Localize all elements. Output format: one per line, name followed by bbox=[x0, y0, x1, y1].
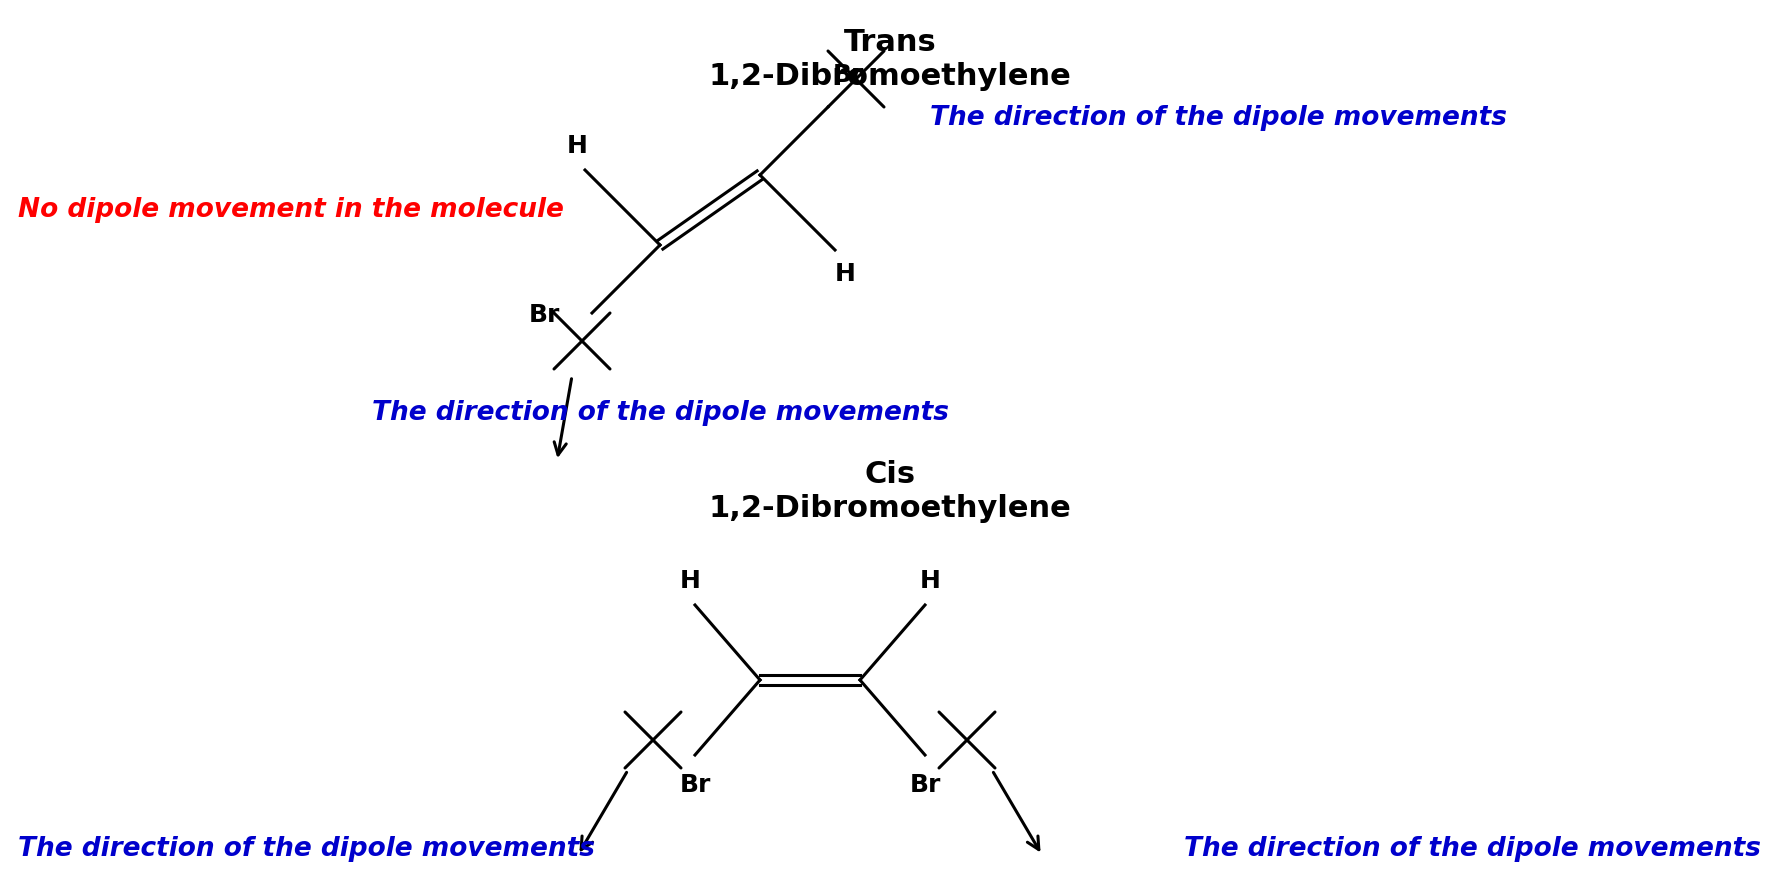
Text: The direction of the dipole movements: The direction of the dipole movements bbox=[18, 836, 594, 862]
Text: The direction of the dipole movements: The direction of the dipole movements bbox=[372, 400, 948, 426]
Text: Br: Br bbox=[680, 773, 710, 797]
Text: The direction of the dipole movements: The direction of the dipole movements bbox=[1185, 836, 1761, 862]
Text: H: H bbox=[920, 569, 941, 593]
Text: 1,2-Dibromoethylene: 1,2-Dibromoethylene bbox=[708, 494, 1071, 523]
Text: No dipole movement in the molecule: No dipole movement in the molecule bbox=[18, 197, 564, 223]
Text: H: H bbox=[680, 569, 701, 593]
Text: H: H bbox=[566, 134, 587, 158]
Text: Br: Br bbox=[528, 303, 560, 327]
Text: 1,2-Dibromoethylene: 1,2-Dibromoethylene bbox=[708, 62, 1071, 91]
Text: The direction of the dipole movements: The direction of the dipole movements bbox=[930, 105, 1507, 131]
Text: Br: Br bbox=[833, 63, 865, 87]
Text: Br: Br bbox=[909, 773, 941, 797]
Text: H: H bbox=[834, 262, 856, 286]
Text: Cis: Cis bbox=[865, 460, 916, 489]
Text: Trans: Trans bbox=[843, 28, 936, 57]
